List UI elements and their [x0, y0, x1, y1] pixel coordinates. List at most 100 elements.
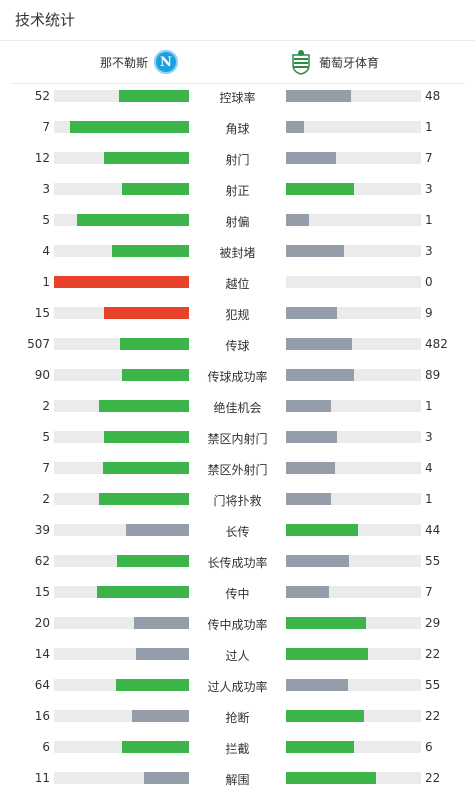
napoli-logo-letter: N: [160, 54, 172, 70]
away-bar-track: [286, 524, 421, 536]
home-bar-fill: [133, 617, 189, 629]
home-bar-fill: [102, 462, 189, 474]
away-bar-fill: [286, 121, 304, 133]
stat-label: 传中: [225, 587, 250, 601]
stat-label: 绝佳机会: [213, 401, 262, 415]
home-bar-fill: [70, 121, 189, 133]
home-value: 14: [34, 647, 50, 661]
stats-list: 52 控球率 48 7 角球 1 12 射门 7 3 射正 3 5 射偏 1 4 被封堵 3 1 越位 0 15 犯规 9 50…: [0, 81, 475, 794]
stat-row: 507 传球 482: [0, 329, 475, 360]
stat-label: 传球成功率: [207, 370, 268, 384]
away-bar-track: [286, 121, 421, 133]
home-value: 7: [42, 461, 50, 475]
home-value: 15: [34, 585, 50, 599]
home-bar-track: [54, 524, 189, 536]
home-bar-fill: [144, 772, 189, 784]
home-bar-fill: [103, 431, 189, 443]
home-bar-fill: [117, 555, 189, 567]
home-bar-fill: [103, 152, 189, 164]
away-bar-fill: [286, 741, 354, 753]
home-bar-fill: [118, 90, 189, 102]
home-bar-track: [54, 648, 189, 660]
away-bar-fill: [286, 772, 377, 784]
home-bar-track: [54, 741, 189, 753]
away-bar-track: [286, 183, 421, 195]
stat-label: 长传成功率: [207, 556, 268, 570]
stat-row: 5 射偏 1: [0, 205, 475, 236]
stat-row: 64 过人成功率 55: [0, 670, 475, 701]
away-value: 482: [425, 337, 448, 351]
stat-row: 20 传中成功率 29: [0, 608, 475, 639]
away-bar-track: [286, 400, 421, 412]
away-bar-fill: [286, 183, 354, 195]
home-team[interactable]: 那不勒斯 N: [100, 49, 178, 75]
home-bar-fill: [97, 586, 189, 598]
stat-label: 解围: [225, 773, 250, 787]
home-bar-track: [54, 431, 189, 443]
stat-row: 39 长传 44: [0, 515, 475, 546]
away-bar-track: [286, 431, 421, 443]
home-bar-track: [54, 338, 189, 350]
stat-label: 射偏: [225, 215, 250, 229]
away-bar-track: [286, 679, 421, 691]
away-bar-fill: [286, 431, 338, 443]
home-value: 4: [42, 244, 50, 258]
home-bar-track: [54, 679, 189, 691]
home-value: 39: [34, 523, 50, 537]
stat-label: 禁区内射门: [207, 432, 268, 446]
away-team-name: 葡萄牙体育: [319, 55, 380, 70]
home-bar-track: [54, 276, 189, 288]
home-bar-track: [54, 369, 189, 381]
home-bar-track: [54, 586, 189, 598]
home-value: 62: [34, 554, 50, 568]
away-value: 44: [425, 523, 441, 537]
home-value: 1: [42, 275, 50, 289]
home-bar-track: [54, 493, 189, 505]
home-bar-track: [54, 307, 189, 319]
away-team[interactable]: 葡萄牙体育: [291, 49, 379, 75]
home-bar-fill: [112, 245, 189, 257]
away-value: 3: [425, 182, 433, 196]
home-value: 90: [34, 368, 50, 382]
stat-row: 14 过人 22: [0, 639, 475, 670]
section-header: 技术统计: [0, 0, 475, 41]
away-value: 55: [425, 678, 441, 692]
away-value: 89: [425, 368, 441, 382]
stat-row: 90 传球成功率 89: [0, 360, 475, 391]
stat-label: 长传: [225, 525, 250, 539]
away-bar-fill: [286, 152, 336, 164]
sporting-logo-icon: [292, 50, 310, 75]
away-bar-track: [286, 276, 421, 288]
home-value: 7: [42, 120, 50, 134]
away-value: 6: [425, 740, 433, 754]
away-bar-track: [286, 741, 421, 753]
home-value: 6: [42, 740, 50, 754]
stat-label: 越位: [225, 277, 250, 291]
home-value: 507: [27, 337, 50, 351]
home-bar-track: [54, 710, 189, 722]
away-bar-fill: [286, 338, 353, 350]
stat-row: 1 越位 0: [0, 267, 475, 298]
home-bar-track: [54, 90, 189, 102]
stat-row: 15 犯规 9: [0, 298, 475, 329]
away-bar-track: [286, 617, 421, 629]
home-bar-fill: [54, 276, 189, 288]
away-value: 4: [425, 461, 433, 475]
home-bar-fill: [76, 214, 189, 226]
away-bar-fill: [286, 586, 330, 598]
stat-label: 角球: [225, 122, 250, 136]
stat-label: 抢断: [225, 711, 250, 725]
home-bar-fill: [103, 307, 189, 319]
home-bar-fill: [121, 741, 189, 753]
away-bar-fill: [286, 307, 338, 319]
home-team-name: 那不勒斯: [99, 55, 148, 70]
away-bar-track: [286, 772, 421, 784]
stat-row: 11 解围 22: [0, 763, 475, 794]
away-bar-track: [286, 338, 421, 350]
away-bar-fill: [286, 617, 366, 629]
stat-row: 62 长传成功率 55: [0, 546, 475, 577]
away-value: 22: [425, 647, 441, 661]
home-bar-fill: [116, 679, 189, 691]
home-bar-fill: [98, 400, 189, 412]
away-value: 3: [425, 430, 433, 444]
